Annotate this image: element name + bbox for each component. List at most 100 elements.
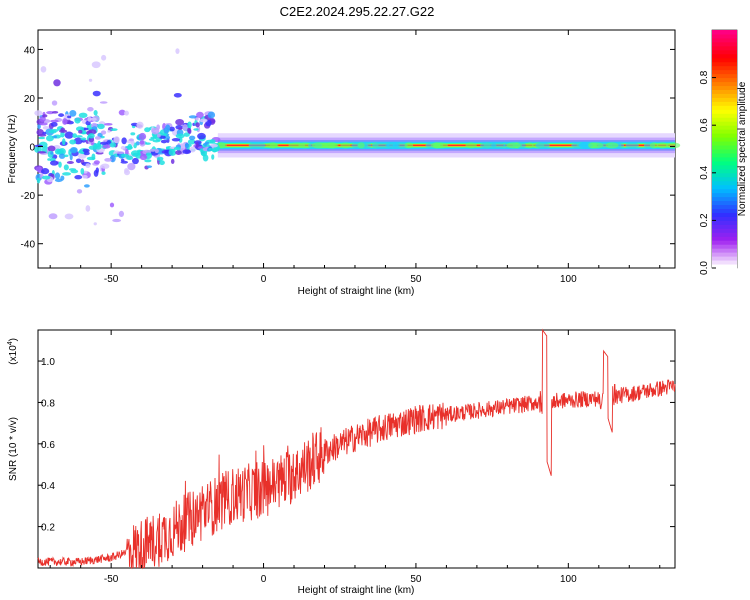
colorbar-swatch: [712, 105, 737, 110]
colorbar-swatch: [712, 220, 737, 225]
ridge-blob: [298, 142, 312, 149]
y-tick-label: 1.0: [41, 357, 55, 368]
noise-blob: [36, 177, 41, 184]
colorbar-swatch: [712, 216, 737, 221]
colorbar-swatch: [712, 113, 737, 118]
snr-series-line: [37, 328, 676, 570]
noise-blob: [124, 169, 131, 176]
noise-blob: [144, 127, 151, 133]
colorbar-swatch: [712, 69, 737, 75]
colorbar-swatch: [712, 152, 737, 158]
noise-blob: [51, 100, 58, 106]
noise-blob: [173, 92, 182, 98]
colorbar-swatch: [712, 156, 737, 162]
noise-blob: [116, 151, 125, 154]
noise-blob: [40, 168, 50, 175]
colorbar-swatch: [712, 49, 737, 55]
colorbar-swatch: [712, 264, 737, 269]
colorbar-swatch: [712, 212, 737, 217]
noise-blob: [101, 171, 106, 175]
x-tick-label: 0: [261, 574, 267, 585]
noise-blob: [182, 149, 192, 155]
noise-blob: [209, 143, 218, 148]
noise-blob: [128, 138, 135, 142]
noise-blob: [208, 147, 214, 151]
colorbar-swatch: [712, 85, 737, 90]
noise-blob: [67, 115, 72, 119]
ridge-blob: [578, 142, 589, 149]
colorbar-swatch: [712, 117, 737, 122]
noise-blob: [93, 222, 97, 226]
noise-blob: [85, 120, 91, 126]
colorbar-label: Normalized spectral amplitude: [737, 81, 748, 216]
noise-blob: [78, 112, 88, 118]
noise-blob: [175, 118, 185, 126]
noise-blob: [69, 146, 78, 154]
snr-ticks: -50 0 50 100 0.2 0.4 0.6 0.8 1.0: [38, 330, 675, 585]
spectrogram-ticks: -50 0 50 100 -40 -20 0 20 40: [21, 30, 675, 285]
noise-blob: [62, 118, 68, 125]
noise-blob: [146, 165, 153, 168]
noise-blob: [38, 136, 46, 140]
noise-blob: [113, 136, 120, 144]
ridge-blob: [525, 142, 534, 149]
noise-blob: [175, 48, 180, 54]
noise-blob: [83, 170, 88, 174]
noise-blob: [187, 139, 196, 145]
y-tick-label: 0.2: [41, 523, 55, 534]
noise-blob: [107, 130, 111, 133]
colorbar-swatch: [712, 77, 737, 83]
noise-blob: [189, 146, 196, 153]
noise-blob: [75, 158, 82, 164]
noise-blob: [207, 111, 216, 119]
colorbar-swatch: [712, 37, 737, 43]
noise-blob: [104, 123, 113, 126]
colorbar-swatch: [712, 121, 737, 126]
noise-blob: [168, 149, 174, 156]
noise-blob: [93, 160, 100, 165]
noise-blob: [69, 153, 73, 161]
noise-blob: [195, 141, 199, 149]
colorbar-swatch: [712, 248, 737, 253]
noise-blob: [50, 121, 58, 127]
noise-blob: [88, 78, 93, 82]
noise-blob: [202, 154, 209, 162]
noise-blob: [173, 146, 181, 151]
snr-scale-note: (x104): [7, 338, 19, 365]
noise-blob: [118, 109, 126, 116]
colorbar-swatch: [712, 57, 737, 63]
noise-blob: [188, 115, 197, 119]
colorbar-swatch: [712, 200, 737, 206]
noise-blob: [80, 167, 85, 175]
noise-blob: [130, 132, 136, 136]
noise-blob: [53, 79, 61, 87]
noise-blob: [48, 213, 58, 220]
noise-blob: [196, 111, 204, 119]
noise-blob: [156, 156, 164, 161]
noise-blob: [127, 162, 136, 171]
snr-scale-exp: 4: [7, 341, 14, 345]
noise-blob: [93, 143, 98, 150]
colorbar-swatch: [712, 256, 737, 261]
noise-blob: [34, 110, 43, 116]
noise-blob: [63, 164, 69, 171]
y-tick-label: -40: [21, 240, 36, 251]
noise-blob: [41, 175, 51, 180]
colorbar-swatch: [712, 45, 737, 51]
ridge-blob: [535, 142, 550, 149]
noise-blob: [183, 132, 190, 137]
colorbar-tick-label: 0.2: [699, 213, 710, 227]
colorbar-swatch: [712, 168, 737, 174]
noise-blob: [209, 139, 216, 144]
colorbar-tick-label: 0.0: [699, 261, 710, 275]
ridge-blob: [371, 142, 390, 149]
noise-blob: [154, 149, 159, 154]
noise-blob: [45, 135, 54, 142]
colorbar-tick-label: 0.4: [699, 165, 710, 179]
noise-blob: [104, 157, 112, 162]
colorbar-swatch: [712, 204, 737, 209]
noise-blob: [109, 142, 117, 148]
noise-blob: [195, 117, 200, 121]
spectrogram-ylabel: Frequency (Hz): [7, 115, 18, 184]
noise-blob: [39, 122, 48, 126]
